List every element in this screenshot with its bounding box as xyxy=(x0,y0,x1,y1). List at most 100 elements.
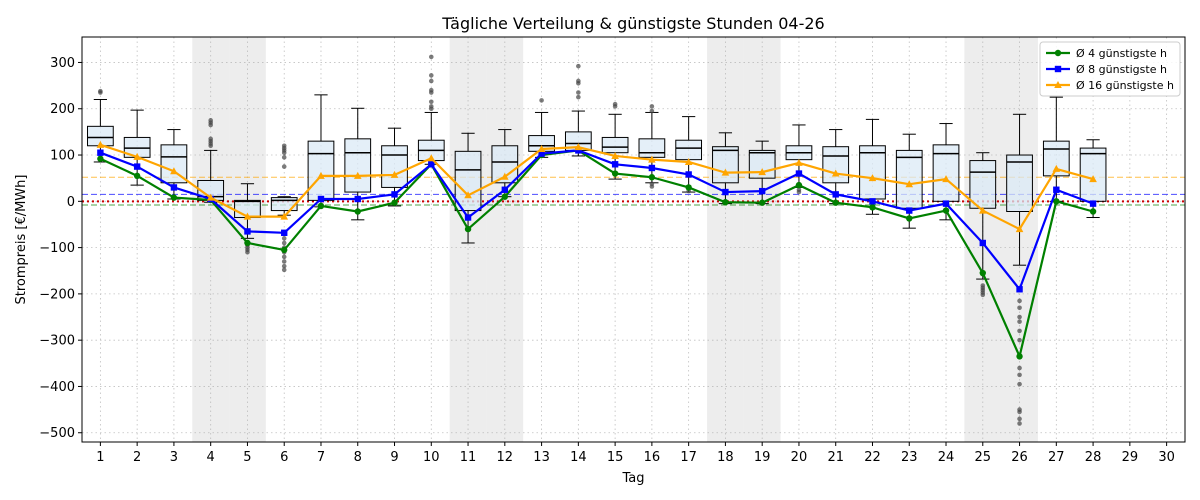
box-flier xyxy=(576,78,581,84)
x-tick-label: 9 xyxy=(390,450,398,465)
reference-lines-layer xyxy=(82,176,1185,206)
y-axis-label: Strompreis [€/MWh] xyxy=(14,175,29,305)
series-point-1 xyxy=(244,239,251,247)
x-tick-label: 19 xyxy=(754,450,771,465)
box-flier xyxy=(281,263,287,269)
y-tick-label: 200 xyxy=(50,102,75,117)
box-body xyxy=(748,149,776,179)
x-tick-label: 8 xyxy=(354,450,362,465)
y-tick-label: 100 xyxy=(50,149,75,164)
x-tick-label: 10 xyxy=(423,450,440,465)
series-point-2 xyxy=(906,207,913,214)
series-point-3 xyxy=(317,171,325,179)
box-flier xyxy=(1017,381,1022,387)
series-point-1 xyxy=(133,172,141,180)
x-tick-label: 17 xyxy=(680,450,697,465)
series-point-2 xyxy=(648,164,656,172)
box-flier xyxy=(245,249,250,255)
series-point-2 xyxy=(281,229,288,236)
series-point-1 xyxy=(317,202,325,210)
series-point-2 xyxy=(979,239,986,247)
series-point-1 xyxy=(869,204,876,211)
box-flier xyxy=(208,136,213,142)
series-point-3 xyxy=(721,168,730,176)
x-tick-label: 22 xyxy=(864,450,881,465)
series-point-3 xyxy=(206,193,215,201)
grid-layer xyxy=(82,37,1185,442)
y-tick-label: −200 xyxy=(39,287,75,302)
series-point-3 xyxy=(501,172,509,180)
x-tick-label: 6 xyxy=(280,450,288,465)
x-tick-label: 20 xyxy=(791,450,808,465)
series-point-1 xyxy=(685,184,692,191)
series-point-1 xyxy=(281,246,288,254)
box-flier xyxy=(1017,365,1022,371)
box-body xyxy=(969,160,997,209)
box-flier xyxy=(281,155,287,160)
box-flier xyxy=(428,73,434,78)
series-point-2 xyxy=(391,191,398,198)
x-tick-label: 23 xyxy=(901,450,918,465)
series-point-3 xyxy=(574,143,583,151)
y-tick-label: 300 xyxy=(50,56,75,71)
box-flier xyxy=(1017,328,1022,334)
series-point-1 xyxy=(648,174,656,181)
series-point-2 xyxy=(244,228,251,235)
box-body xyxy=(601,136,629,154)
y-tick-label: −100 xyxy=(39,241,75,256)
x-tick-label: 21 xyxy=(827,450,844,465)
box-flier xyxy=(1017,372,1022,378)
legend-marker xyxy=(1054,49,1062,57)
box-body xyxy=(822,146,850,184)
box-flier xyxy=(1017,337,1022,343)
series-point-1 xyxy=(97,155,104,162)
x-tick-label: 4 xyxy=(207,450,215,465)
series-point-1 xyxy=(942,207,950,214)
series-point-3 xyxy=(684,157,693,165)
x-tick-label: 7 xyxy=(317,450,325,465)
series-point-1 xyxy=(1089,208,1097,215)
box-flier xyxy=(428,104,434,109)
box-flier xyxy=(1017,409,1022,415)
box-flier xyxy=(428,99,434,105)
box-flier xyxy=(281,259,287,264)
series-point-3 xyxy=(795,158,803,166)
box-flier xyxy=(576,94,581,100)
x-tick-label: 15 xyxy=(607,450,624,465)
series-point-2 xyxy=(464,214,472,221)
legend-label: Ø 4 günstigste h xyxy=(1076,47,1167,60)
series-point-2 xyxy=(1016,286,1023,293)
series-point-3 xyxy=(1015,225,1024,233)
series-point-3 xyxy=(611,151,619,159)
box-flier xyxy=(796,187,802,193)
box-flier xyxy=(281,143,287,149)
box-body xyxy=(454,150,482,212)
x-tick-label: 14 xyxy=(570,450,587,465)
box-body xyxy=(270,197,298,212)
series-point-1 xyxy=(979,269,986,277)
x-tick-label: 27 xyxy=(1048,450,1065,465)
x-tick-label: 26 xyxy=(1011,450,1028,465)
y-tick-label: −500 xyxy=(39,426,75,441)
box-flier xyxy=(1017,319,1022,324)
series-point-2 xyxy=(869,198,876,205)
series-point-1 xyxy=(722,199,729,206)
box-flier xyxy=(281,267,287,273)
box-body xyxy=(638,138,666,158)
series-point-2 xyxy=(832,191,839,198)
series-point-3 xyxy=(868,174,877,182)
series-point-3 xyxy=(1052,164,1061,172)
box-flier xyxy=(576,90,581,95)
series-point-3 xyxy=(96,140,105,148)
series-point-3 xyxy=(390,170,399,178)
series-point-3 xyxy=(464,191,472,199)
series-point-2 xyxy=(428,161,435,168)
box-flier xyxy=(649,104,655,109)
legend-label: Ø 16 günstigste h xyxy=(1076,79,1174,92)
x-tick-label: 3 xyxy=(170,450,178,465)
x-tick-label: 25 xyxy=(975,450,992,465)
box-flier xyxy=(1017,421,1022,426)
series-point-2 xyxy=(611,161,619,168)
